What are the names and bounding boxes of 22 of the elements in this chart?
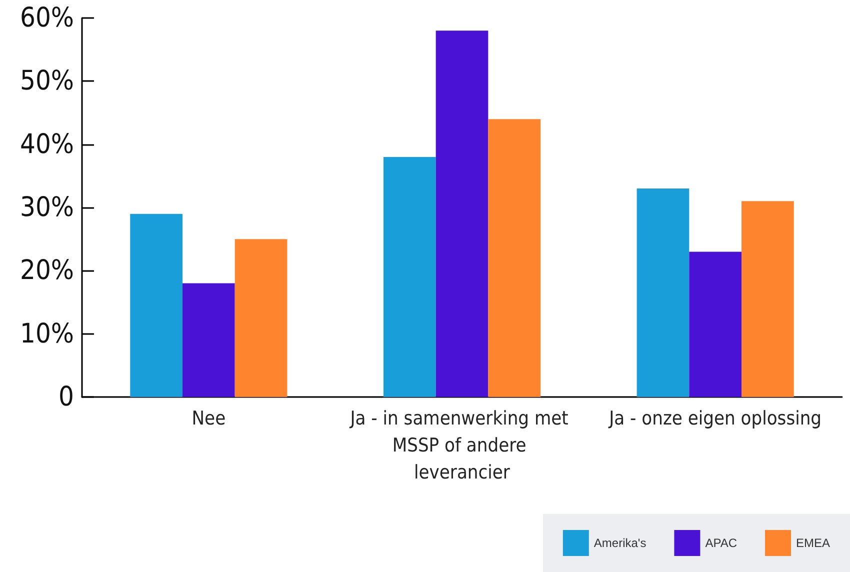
bar: [689, 252, 742, 397]
bar: [636, 188, 690, 397]
bar: [436, 30, 488, 397]
x-tick-label: Nee: [192, 408, 226, 430]
bar: [742, 201, 794, 397]
legend-label: Amerika's: [594, 536, 646, 550]
bar: [488, 119, 541, 397]
bar: [182, 283, 235, 397]
y-tick-label: 0: [58, 382, 74, 412]
x-tick-label: Ja - onze eigen oplossing: [608, 408, 822, 430]
y-tick-label: 20%: [20, 255, 74, 286]
bar: [234, 239, 288, 397]
x-tick-label: Ja - in samenwerking met MSSP of andere leverancier: [349, 408, 574, 484]
y-tick-label: 60%: [20, 2, 74, 34]
legend-label: EMEA: [796, 536, 830, 550]
legend-label: APAC: [705, 536, 738, 550]
y-tick-label: 30%: [20, 192, 74, 223]
y-tick-label: 50%: [20, 66, 74, 97]
y-tick-label: 40%: [20, 128, 74, 160]
bar: [130, 214, 182, 397]
y-tick-label: 10%: [20, 318, 74, 350]
bar: [383, 156, 436, 397]
